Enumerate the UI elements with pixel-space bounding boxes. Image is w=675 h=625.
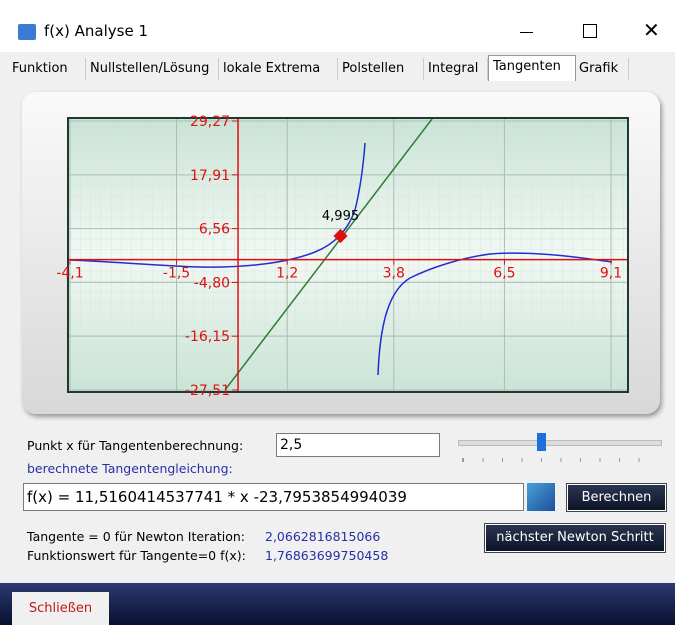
tangent-point <box>333 228 348 244</box>
tangent-line <box>224 118 433 391</box>
tab[interactable]: Polstellen <box>338 58 424 80</box>
next-newton-button[interactable]: nächster Newton Schritt <box>485 524 665 552</box>
tab[interactable]: Grafik <box>575 58 629 80</box>
newton-value: 2,0662816815066 <box>265 529 381 544</box>
x-tick-label: -4,1 <box>56 266 83 282</box>
y-tick-label: -4,80 <box>194 275 230 291</box>
x-tick-label: 9,1 <box>600 266 622 282</box>
y-tick-label: 6,56 <box>199 222 230 238</box>
x-tick-label: 6,5 <box>493 266 515 282</box>
x-tick-label: 3,8 <box>383 266 405 282</box>
tab[interactable]: lokale Extrema <box>219 58 338 80</box>
equation-label: berechnete Tangentengleichung: <box>27 461 233 476</box>
fvalue-label: Funktionswert für Tangente=0 f(x): <box>27 548 246 563</box>
maximize[interactable] <box>583 24 597 38</box>
y-tick-label: -27,51 <box>185 383 230 399</box>
point-label: Punkt x für Tangentenberechnung: <box>27 438 244 453</box>
slider-track[interactable] <box>458 440 662 446</box>
window-title: f(x) Analyse 1 <box>44 22 148 40</box>
function-curve-right <box>377 252 613 376</box>
fx-icon[interactable] <box>527 483 555 511</box>
y-tick-label: 17,91 <box>190 168 230 184</box>
equation-box[interactable]: f(x) = 11,5160414537741 * x -23,79538549… <box>23 483 524 511</box>
tab[interactable]: Integral <box>424 58 488 80</box>
point-label: 4,995 <box>322 209 359 224</box>
title-bar: f(x) Analyse 1 ✕ <box>0 0 675 52</box>
chart: -4,1 -1,5 1,2 3,8 6,5 9,1 29,27 17,91 6,56 -4,80 -… <box>56 114 629 399</box>
function-curve-left <box>69 142 366 268</box>
x-tick-label: -1,5 <box>163 266 190 282</box>
tab[interactable]: Funktion <box>8 58 86 80</box>
close-x[interactable]: ✕ <box>643 18 660 42</box>
close-button[interactable]: Schließen <box>12 592 109 625</box>
slider-thumb[interactable] <box>537 433 546 451</box>
bottom-bar <box>0 583 675 625</box>
minor-grid <box>69 119 627 391</box>
x-tick-label: 1,2 <box>276 266 298 282</box>
fvalue-value: 1,76863699750458 <box>265 548 389 563</box>
app-icon <box>18 24 36 40</box>
y-tick-label: -16,15 <box>185 329 230 345</box>
newton-label: Tangente = 0 für Newton Iteration: <box>27 529 246 544</box>
y-tick-label: 29,27 <box>190 114 230 130</box>
tab[interactable]: Nullstellen/Lösung <box>86 58 219 80</box>
compute-button[interactable]: Berechnen <box>567 484 666 511</box>
tab[interactable]: Tangenten <box>488 55 576 81</box>
minimize[interactable] <box>520 32 533 33</box>
point-input[interactable]: 2,5 <box>276 433 440 457</box>
slider-ticks <box>462 458 658 462</box>
